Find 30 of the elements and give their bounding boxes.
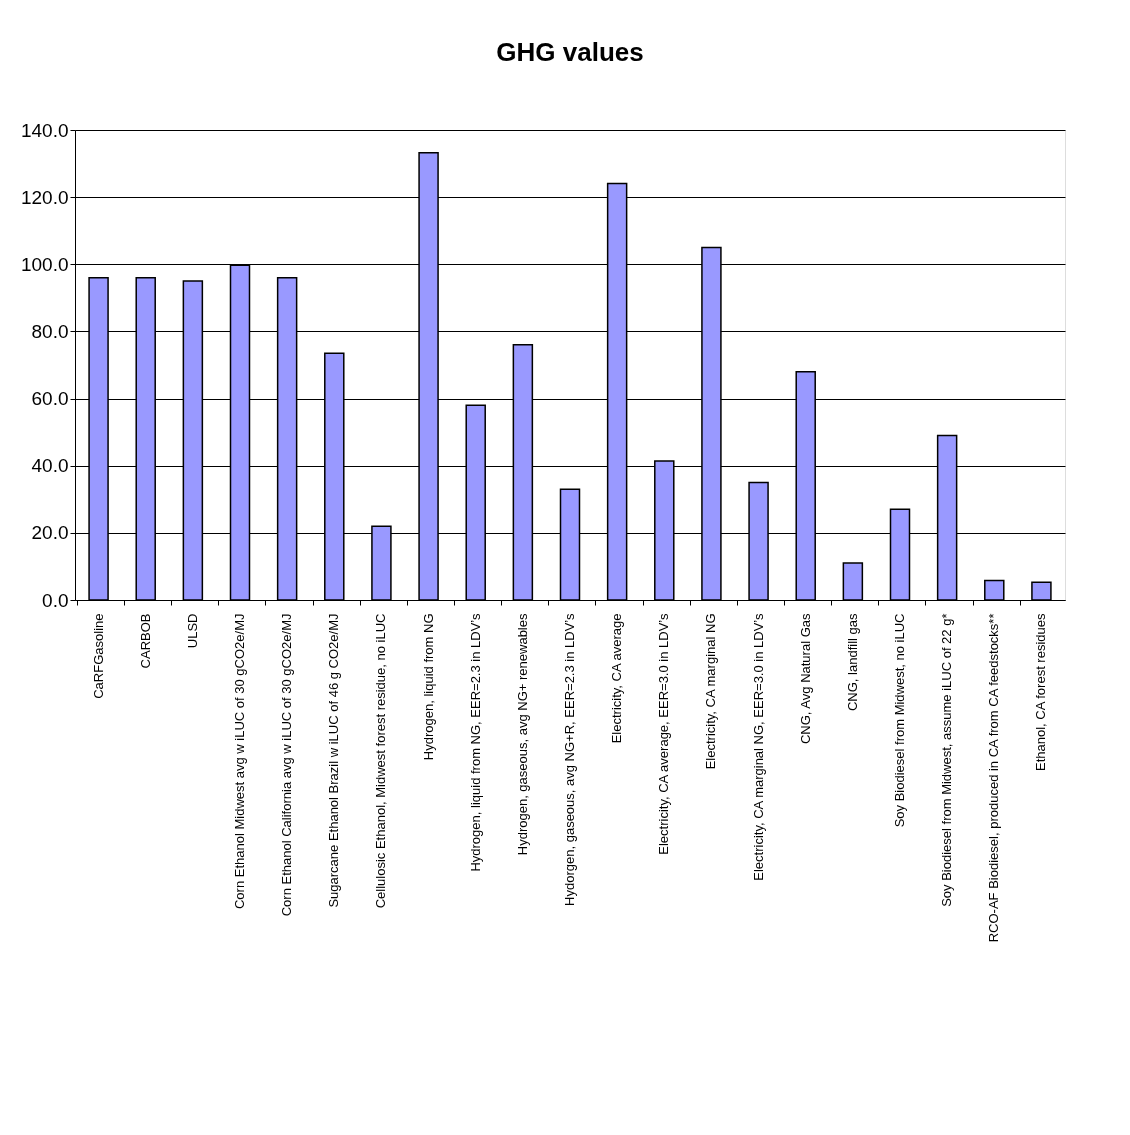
x-tick-label: Corn Ethanol California avg w iLUC of 30 gCO2e/MJ <box>279 613 295 917</box>
chart-title: GHG values <box>496 37 644 67</box>
x-tick-label: RCO-AF Biodiesel, produced in CA from CA feedstocks** <box>986 613 1002 943</box>
x-tick-label: Electricity, CA marginal NG <box>703 613 719 770</box>
x-tick-label: Sugarcane Ethanol Brazil w iLUC of 46 g CO2e/MJ <box>326 613 342 908</box>
x-tick-label: Soy Biodiesel from Midwest, assume iLUC of 22 g* <box>939 613 955 907</box>
x-tick-label: Soy Biodiesel from Midwest, no iLUC <box>892 613 907 828</box>
x-tick-label: Cellulosic Ethanol, Midwest forest residue, no iLUC <box>373 613 389 909</box>
y-tick-label: 100.0 <box>20 253 69 275</box>
y-tick-label: 0.0 <box>42 589 69 611</box>
x-tick-label: CNG, Avg Natural Gas <box>797 613 813 745</box>
x-tick-label: Ethanol, CA forest residues <box>1033 613 1049 772</box>
y-tick-label: 120.0 <box>20 186 69 208</box>
x-tick-label: Electricity, CA average, EER=3.0 in LDV’s <box>656 613 672 855</box>
y-tick-label: 20.0 <box>31 522 69 544</box>
x-tick-label: Hydorgen, gaseous, avg NG+R, EER=2.3 in LDV’s <box>562 613 577 906</box>
x-tick-label: CaRFGasoline <box>90 613 106 699</box>
x-tick-label: Hydrogen, liquid from NG, EER=2.3 in LDV’s <box>467 613 483 872</box>
x-tick-label: Hydrogen, liquid from NG <box>420 613 436 761</box>
x-tick-label: CNG, landfill gas <box>844 613 860 712</box>
y-tick-label: 40.0 <box>31 455 69 477</box>
x-tick-label: Electricity, CA marginal NG, EER=3.0 in LDV’s <box>750 613 766 881</box>
y-tick-label: 140.0 <box>20 119 69 141</box>
x-tick-label: Hydrogen, gaseous, avg NG+ renewables <box>514 613 530 856</box>
y-tick-label: 60.0 <box>31 388 69 410</box>
x-tick-label: Electricity, CA average <box>609 613 625 744</box>
x-tick-label: CARBOB <box>137 613 153 669</box>
x-tick-label: Corn Ethanol Midwest avg w iLUC of 30 gCO2e/MJ <box>232 613 247 910</box>
y-tick-label: 80.0 <box>31 320 69 342</box>
x-tick-label: ULSD <box>184 613 200 649</box>
